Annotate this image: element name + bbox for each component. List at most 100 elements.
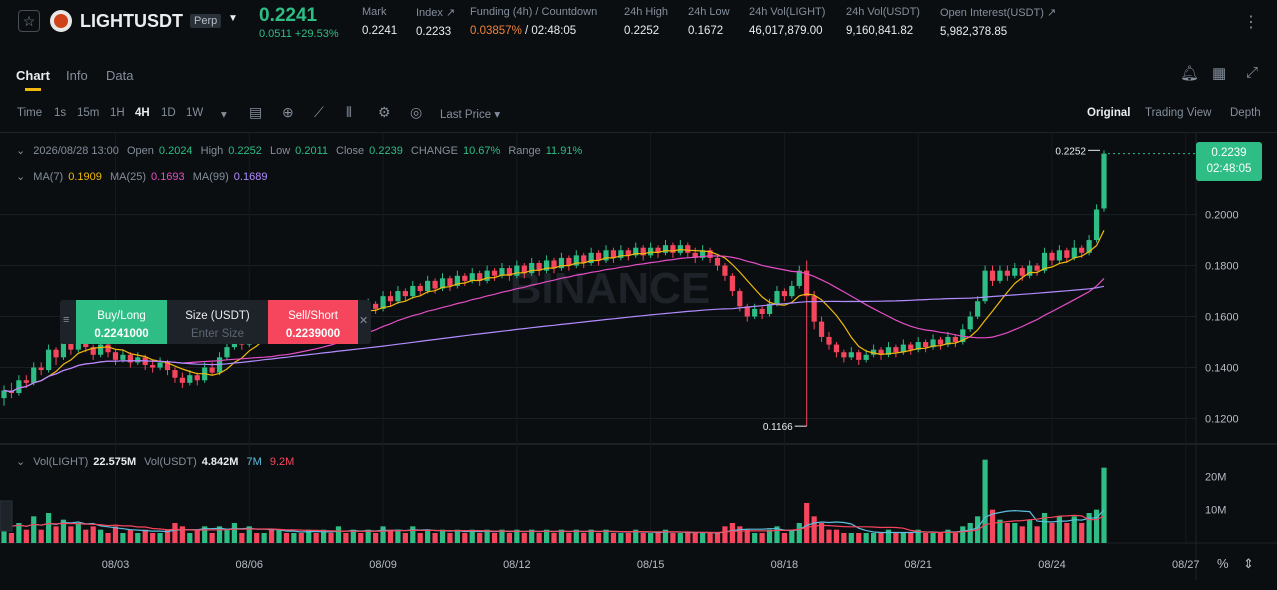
candle-body xyxy=(469,273,475,281)
volume-bar xyxy=(439,529,446,543)
drag-handle-icon[interactable]: ≡ xyxy=(63,314,70,326)
candle-body xyxy=(566,257,572,266)
add-indicator-icon[interactable]: ⊕ xyxy=(282,104,294,120)
interval-15m[interactable]: 15m xyxy=(77,107,100,119)
candle-body xyxy=(1086,240,1092,253)
candle-body xyxy=(573,255,579,266)
collapse-chevron-icon[interactable]: ⌄ xyxy=(16,145,26,157)
current-price: 0.2239 xyxy=(1211,147,1247,159)
fullscreen-icon[interactable]: ⤢ xyxy=(1246,64,1259,81)
volume-bar xyxy=(900,533,906,543)
view-depth[interactable]: Depth xyxy=(1230,107,1261,119)
ma7-line xyxy=(3,230,1105,393)
x-tick-label: 08/12 xyxy=(503,559,531,571)
view-original[interactable]: Original xyxy=(1087,107,1131,119)
candle-body xyxy=(744,306,750,317)
interval-1h[interactable]: 1H xyxy=(110,107,125,119)
candle-body xyxy=(417,285,423,292)
settings-sliders-icon[interactable]: ⚙ xyxy=(378,104,391,120)
vol-tick-label: 20M xyxy=(1205,471,1226,483)
stat-label: Funding (4h) / Countdown xyxy=(470,6,598,18)
candle-body xyxy=(945,336,951,345)
chevron-down-icon[interactable]: ▼ xyxy=(228,13,238,24)
interval-4h[interactable]: 4H xyxy=(135,107,150,119)
sell-price: 0.2239000 xyxy=(285,328,341,340)
candle-body xyxy=(610,250,617,258)
volume-bar xyxy=(209,533,215,543)
auto-scale-icon[interactable]: ⇕ xyxy=(1243,556,1254,571)
ohlc-legend: ⌄ 2026/08/28 13:00 Open 0.2024 High 0.2252… xyxy=(16,144,587,157)
candle-body xyxy=(863,354,869,360)
candle-body xyxy=(975,301,981,317)
volume-bar xyxy=(90,526,96,543)
candle-body xyxy=(1064,250,1070,258)
stat-index[interactable]: Index ↗ 0.2233 xyxy=(416,6,455,38)
stat-value: 0.2241 xyxy=(362,25,398,37)
percent-scale-icon[interactable]: % xyxy=(1217,556,1229,571)
price-type-select[interactable]: Last Price ▾ xyxy=(440,109,501,121)
ticker-header: ☆ LIGHTUSDT Perp ▼ 0.2241 0.0511 +29.53%… xyxy=(0,0,1277,44)
volume-bar xyxy=(31,516,37,543)
volume-bar xyxy=(878,533,884,543)
candle-body xyxy=(454,275,460,286)
candle-body xyxy=(662,245,669,253)
interval-1w[interactable]: 1W xyxy=(186,107,204,119)
calendar-icon[interactable]: ▤ xyxy=(249,104,263,120)
volume-bar xyxy=(224,529,230,543)
volume-bar xyxy=(841,533,847,543)
collapse-chevron-icon[interactable]: ⌄ xyxy=(16,456,26,468)
stat-open-interest[interactable]: Open Interest(USDT) ↗ 5,982,378.85 xyxy=(940,6,1056,38)
view-trading-view[interactable]: Trading View xyxy=(1145,107,1212,119)
chevron-down-icon[interactable]: ▾ xyxy=(221,109,227,121)
volume-bar xyxy=(328,533,334,543)
volume-bar xyxy=(365,529,371,543)
toolbar-divider xyxy=(0,132,1277,133)
line-tool-icon[interactable]: ⟋ xyxy=(314,104,324,120)
tab-chart[interactable]: Chart xyxy=(16,68,50,83)
more-vertical-icon[interactable]: ⋮ xyxy=(1243,14,1259,31)
candle-body xyxy=(23,380,29,383)
volume-bar xyxy=(670,533,676,543)
candle-body xyxy=(685,245,691,253)
buy-long-button[interactable]: Buy/Long 0.2241000 xyxy=(76,300,167,344)
volume-bar xyxy=(848,533,854,543)
stat-label: Index ↗ xyxy=(416,7,456,19)
candle-body xyxy=(967,316,973,330)
volume-bar xyxy=(395,529,401,543)
size-field[interactable]: Size (USDT) Enter Size xyxy=(167,300,268,344)
tab-data[interactable]: Data xyxy=(106,68,134,83)
interval-time[interactable]: Time xyxy=(17,107,43,119)
symbol-title[interactable]: LIGHTUSDT xyxy=(80,11,183,31)
star-icon[interactable]: ☆ xyxy=(18,10,40,32)
interval-1s[interactable]: 1s xyxy=(54,107,67,119)
candle-type-icon[interactable]: ⫴ xyxy=(346,104,352,120)
volume-bar xyxy=(558,529,565,543)
volume-bar xyxy=(313,533,319,543)
volume-bar xyxy=(320,529,327,543)
sell-short-button[interactable]: Sell/Short 0.2239000 xyxy=(268,300,358,344)
volume-bar xyxy=(1064,523,1070,543)
candle-body xyxy=(752,308,758,317)
candlestick-chart[interactable]: 0.2000 0.1800 0.1600 0.1400 0.1200 20M 10M 08/0… xyxy=(0,133,1277,580)
target-icon[interactable]: ◎ xyxy=(410,104,423,120)
size-input[interactable]: Enter Size xyxy=(190,328,245,340)
interval-1d[interactable]: 1D xyxy=(161,107,176,119)
volume-bar xyxy=(536,533,542,543)
candle-body xyxy=(856,352,862,360)
candle-body xyxy=(45,349,52,371)
candle-body xyxy=(1004,270,1010,276)
volume-bar xyxy=(268,529,275,543)
close-icon[interactable]: ✕ xyxy=(359,315,369,327)
volume-bar xyxy=(923,533,929,543)
tab-info[interactable]: Info xyxy=(66,68,88,83)
collapse-chevron-icon[interactable]: ⌄ xyxy=(16,171,26,183)
bell-icon[interactable]: 🔔︎ xyxy=(1180,65,1200,82)
y-tick-label: 0.2000 xyxy=(1205,210,1239,222)
x-tick-label: 08/27 xyxy=(1172,559,1200,571)
coin-logo xyxy=(50,10,72,32)
volume-bar xyxy=(581,533,587,543)
volume-bar xyxy=(343,533,349,543)
grid-layout-icon[interactable]: ▦ xyxy=(1212,65,1227,82)
candle-body xyxy=(796,270,802,286)
candle-body xyxy=(885,347,892,355)
